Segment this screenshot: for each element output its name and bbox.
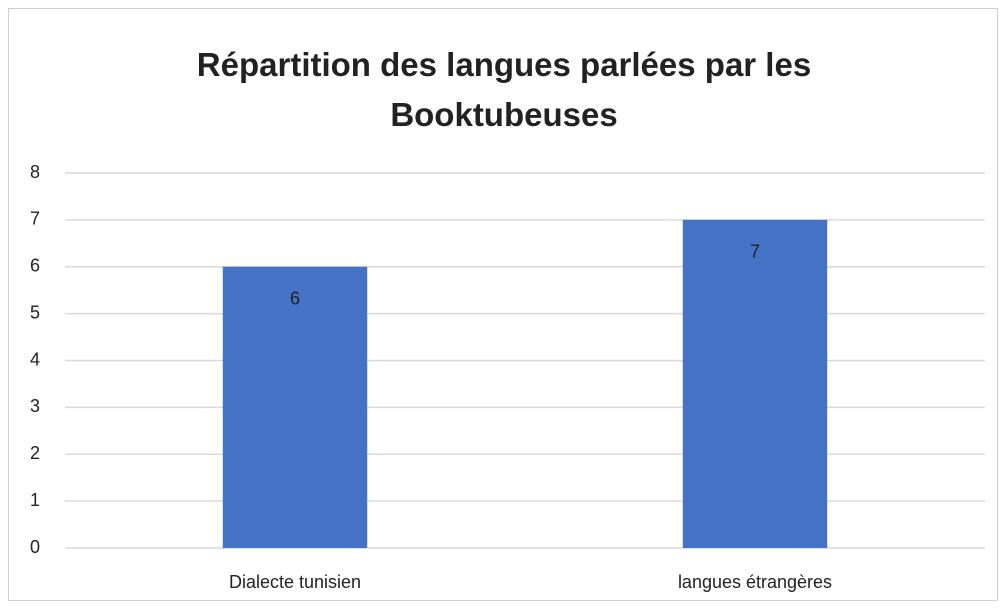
chart-frame [8,8,998,601]
x-tick-label: Dialecte tunisien [229,572,361,592]
y-tick-label: 0 [30,537,40,557]
data-label: 7 [750,242,760,262]
y-tick-label: 8 [30,162,40,182]
y-tick-label: 5 [30,302,40,322]
y-tick-label: 3 [30,396,40,416]
chart-title: Répartition des langues parlées par les … [196,46,812,133]
x-tick-label: langues étrangères [678,572,832,592]
data-label: 6 [290,289,300,309]
y-tick-label: 1 [30,490,40,510]
y-tick-label: 4 [30,349,40,369]
bar [222,266,368,548]
y-tick-label: 2 [30,443,40,463]
bar [682,219,828,548]
y-tick-label: 6 [30,256,40,276]
y-tick-label: 7 [30,209,40,229]
